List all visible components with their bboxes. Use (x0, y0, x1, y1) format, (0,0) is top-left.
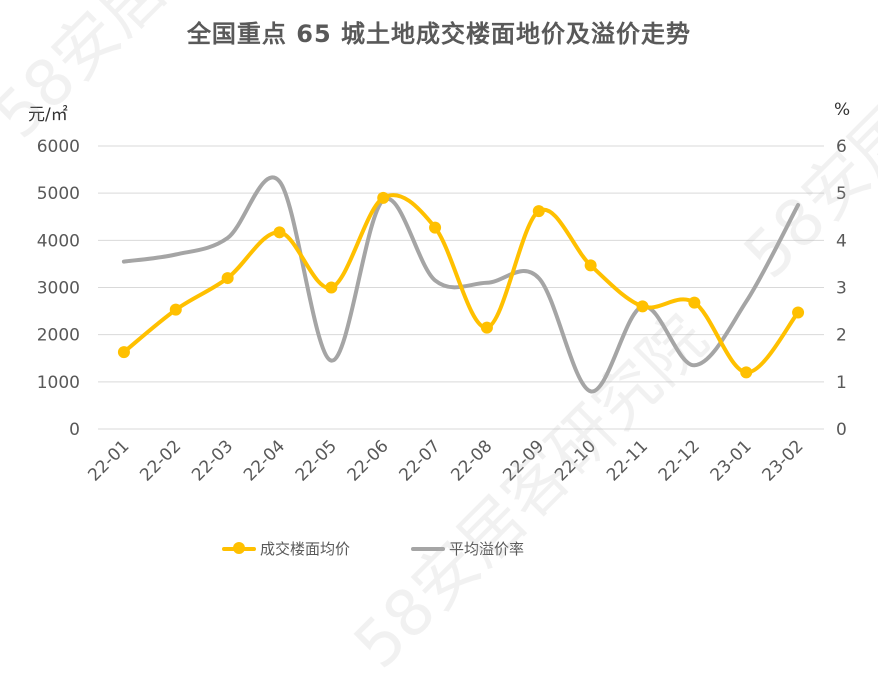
x-tick-label: 22-08 (447, 436, 496, 485)
data-point (169, 303, 182, 316)
right-axis-unit: % (834, 100, 851, 120)
x-tick-label: 22-10 (551, 436, 600, 485)
x-tick-label: 22-02 (136, 436, 185, 485)
y-right-tick-label: 0 (836, 420, 847, 440)
legend-label-series-2: 平均溢价率 (449, 539, 525, 558)
y-right-tick-label: 5 (836, 184, 847, 204)
y-left-tick-label: 4000 (37, 231, 80, 251)
left-axis-unit: 元/㎡ (28, 105, 68, 125)
data-point (377, 191, 390, 204)
data-point (584, 259, 597, 272)
y-right-tick-label: 6 (836, 137, 847, 157)
series-line-1 (121, 193, 801, 375)
data-point (532, 205, 545, 218)
legend-item-series-2: 平均溢价率 (411, 536, 524, 560)
y-left-tick-label: 5000 (37, 184, 80, 204)
x-tick-label: 22-07 (396, 436, 445, 485)
data-point (480, 321, 493, 334)
x-tick-label: 23-02 (759, 436, 808, 485)
y-right-tick-label: 3 (836, 279, 847, 299)
y-right-tick-label: 2 (836, 326, 847, 346)
legend-swatch-series-2 (411, 541, 445, 555)
y-left-tick-label: 6000 (37, 137, 80, 157)
legend-marker (233, 542, 245, 554)
y-left-tick-label: 0 (69, 420, 80, 440)
y-right-tick-label: 1 (836, 373, 847, 393)
x-tick-label: 22-01 (84, 436, 133, 485)
chart-title: 全国重点 65 城土地成交楼面地价及溢价走势 (186, 20, 692, 48)
x-tick-label: 22-03 (188, 436, 237, 485)
data-point (325, 281, 338, 294)
data-point (792, 306, 805, 319)
data-point (117, 346, 130, 359)
series-line-2 (121, 175, 801, 394)
x-tick-label: 22-05 (292, 436, 341, 485)
data-point (429, 221, 442, 234)
data-point (740, 366, 753, 379)
data-point (688, 296, 701, 309)
y-right-tick-label: 4 (836, 231, 847, 251)
legend-item-series-1: 成交楼面均价 (222, 536, 350, 560)
legend-label-series-1: 成交楼面均价 (260, 539, 351, 558)
y-left-tick-label: 3000 (37, 279, 80, 299)
legend-line (411, 547, 445, 551)
x-tick-label: 22-12 (655, 436, 704, 485)
x-tick-label: 22-11 (603, 436, 652, 485)
x-tick-label: 23-01 (707, 436, 756, 485)
chart-legend: 成交楼面均价 平均溢价率 (0, 536, 878, 560)
y-left-tick-label: 1000 (37, 373, 80, 393)
data-point (221, 272, 234, 285)
y-left-tick-label: 2000 (37, 326, 80, 346)
legend-swatch-series-1 (222, 541, 256, 555)
x-tick-label: 22-04 (240, 436, 289, 485)
data-point (273, 226, 286, 239)
data-point (636, 300, 649, 313)
x-tick-label: 22-06 (344, 436, 393, 485)
x-tick-label: 22-09 (499, 436, 548, 485)
